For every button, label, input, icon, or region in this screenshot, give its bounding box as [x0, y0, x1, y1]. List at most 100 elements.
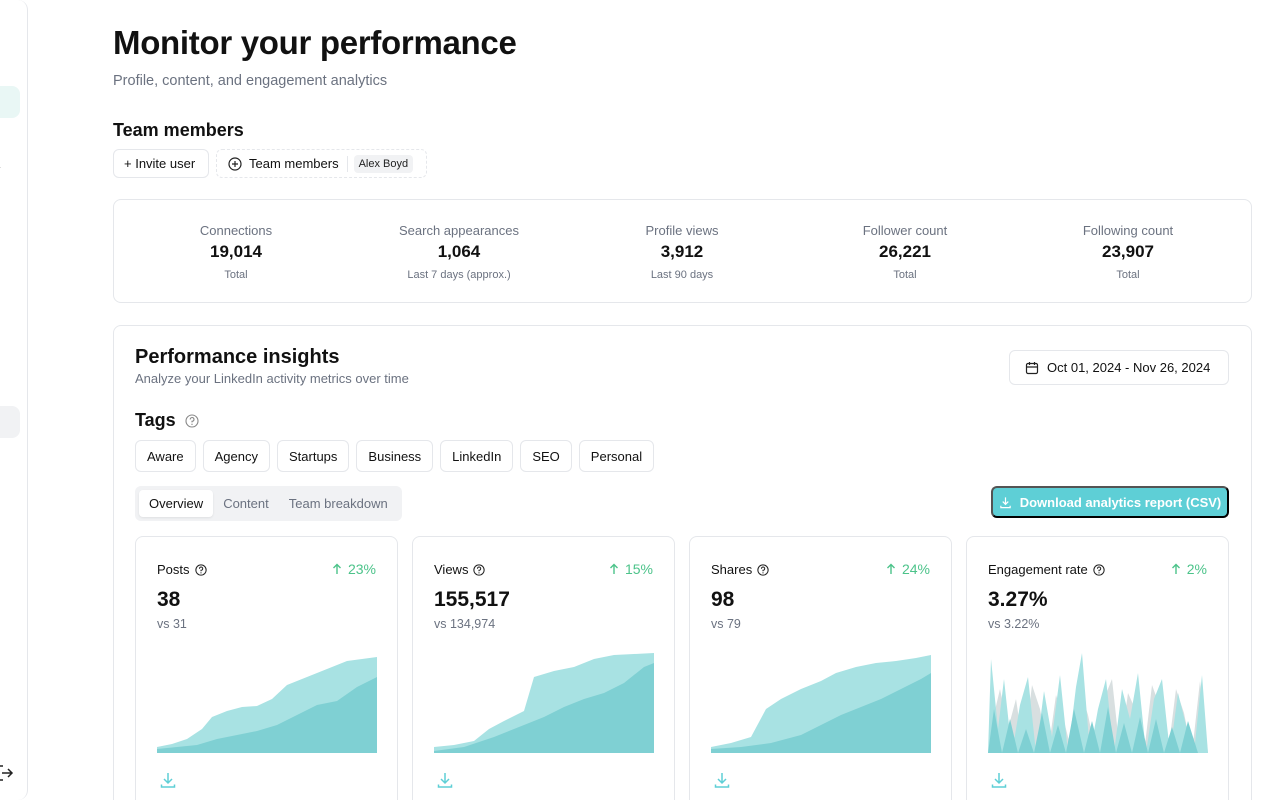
metric-value: 38: [157, 588, 181, 611]
download-icon[interactable]: [436, 771, 454, 789]
tag-personal[interactable]: Personal: [578, 440, 655, 472]
metric-compare: vs 31: [157, 617, 187, 631]
metric-label: Engagement rate: [988, 562, 1105, 577]
tag-agency[interactable]: Agency: [202, 440, 270, 472]
metric-label-text: Shares: [711, 562, 753, 577]
selected-member-chip: Alex Boyd: [353, 154, 414, 173]
metric-value: 98: [711, 588, 735, 611]
stat-value: 3,912: [660, 242, 704, 261]
stat-label: Profile views: [645, 223, 719, 238]
metric-delta: 2%: [1171, 561, 1207, 577]
metric-compare: vs 3.22%: [988, 617, 1040, 631]
sidebar-item-active[interactable]: [0, 86, 20, 118]
stat-label: Search appearances: [399, 223, 519, 238]
page-title: Monitor your performance: [113, 24, 517, 61]
stat-note: Total: [893, 269, 917, 281]
logout-icon[interactable]: [0, 763, 14, 783]
stat-profile-views: Profile views 3,912 Last 90 days: [572, 200, 792, 281]
stat-value: 1,064: [437, 242, 481, 261]
metric-value: 3.27%: [988, 588, 1048, 611]
metric-card-posts: Posts 23% 38 vs 31: [135, 536, 398, 800]
views-area-chart: [434, 653, 654, 753]
metric-label-text: Posts: [157, 562, 190, 577]
metric-label: Views: [434, 562, 486, 577]
metric-delta-value: 23%: [347, 561, 376, 577]
tag-seo[interactable]: SEO: [520, 440, 572, 472]
download-icon[interactable]: [713, 771, 731, 789]
download-icon[interactable]: [990, 771, 1008, 789]
page-subtitle: Profile, content, and engagement analyti…: [113, 73, 388, 89]
team-members-heading: Team members: [113, 120, 244, 140]
download-report-button[interactable]: Download analytics report (CSV): [991, 486, 1229, 518]
metric-card-engagement-rate: Engagement rate 2% 3.27% vs 3.22%: [966, 536, 1229, 800]
metric-label: Shares: [711, 562, 769, 577]
posts-area-chart: [157, 657, 377, 753]
stat-note: Total: [224, 269, 248, 281]
stat-value: 23,907: [1102, 242, 1154, 261]
tag-aware[interactable]: Aware: [135, 440, 196, 472]
stat-follower-count: Follower count 26,221 Total: [795, 200, 1015, 281]
arrow-up-icon: [886, 563, 895, 574]
plus-circle-icon: [228, 156, 242, 171]
metric-card-shares: Shares 24% 98 vs 79: [689, 536, 952, 800]
stat-search-appearances: Search appearances 1,064 Last 7 days (ap…: [349, 200, 569, 281]
tag-linkedin[interactable]: LinkedIn: [440, 440, 514, 472]
metric-label-text: Engagement rate: [988, 562, 1088, 577]
performance-insights-panel: Performance insights Analyze your Linked…: [113, 325, 1252, 800]
sidebar-item[interactable]: [0, 406, 20, 438]
metric-card-views: Views 15% 155,517 vs 134,974: [412, 536, 675, 800]
question-circle-icon[interactable]: [757, 563, 769, 576]
metric-delta: 15%: [609, 561, 653, 577]
metric-label-text: Views: [434, 562, 469, 577]
insights-subtitle: Analyze your LinkedIn activity metrics o…: [135, 371, 409, 386]
stat-label: Follower count: [862, 223, 948, 238]
metric-label: Posts: [157, 562, 207, 577]
stat-following-count: Following count 23,907 Total: [1018, 200, 1238, 281]
views-area-series-base: [434, 663, 654, 753]
metric-compare: vs 79: [711, 617, 741, 631]
insights-tabs: Overview Content Team breakdown: [135, 486, 402, 521]
metric-delta-value: 15%: [624, 561, 653, 577]
date-range-label: Oct 01, 2024 - Nov 26, 2024: [1047, 360, 1211, 375]
metric-delta: 24%: [886, 561, 930, 577]
stat-label: Following count: [1082, 223, 1174, 238]
stat-connections: Connections 19,014 Total: [126, 200, 346, 281]
stat-value: 19,014: [210, 242, 262, 261]
insights-title: Performance insights: [135, 346, 340, 368]
metric-compare: vs 134,974: [434, 617, 496, 631]
stat-note: Total: [1116, 269, 1140, 281]
team-members-filter[interactable]: Team members Alex Boyd: [216, 149, 427, 178]
stat-label: Connections: [199, 223, 273, 238]
download-icon[interactable]: [159, 771, 177, 789]
tab-team-breakdown[interactable]: Team breakdown: [288, 496, 388, 511]
arrow-up-icon: [332, 563, 341, 574]
stat-note: Last 7 days (approx.): [407, 269, 511, 281]
engagement-area-chart: [988, 653, 1208, 753]
question-circle-icon[interactable]: [1093, 563, 1105, 576]
arrow-up-icon: [609, 563, 618, 574]
question-circle-icon[interactable]: [473, 563, 486, 576]
tab-content[interactable]: Content: [223, 496, 269, 511]
stat-value: 26,221: [879, 242, 931, 261]
shares-area-chart: [711, 655, 931, 753]
metric-delta-value: 24%: [901, 561, 930, 577]
shares-area-series-base: [711, 673, 931, 753]
date-range-picker[interactable]: Oct 01, 2024 - Nov 26, 2024: [1009, 350, 1229, 385]
tag-business[interactable]: Business: [356, 440, 434, 472]
metric-delta-value: 2%: [1186, 561, 1207, 577]
filter-divider: [346, 155, 348, 172]
sidebar: [0, 0, 28, 800]
nav-arrow-icon[interactable]: [0, 160, 2, 170]
question-circle-icon[interactable]: [194, 563, 207, 576]
tag-list: Aware Agency Startups Business LinkedIn …: [135, 440, 655, 472]
download-report-label: Download analytics report (CSV): [1019, 494, 1222, 510]
engagement-area-series-dark: [988, 707, 1208, 753]
posts-area-series-base: [157, 677, 377, 753]
stat-note: Last 90 days: [650, 269, 714, 281]
invite-user-button[interactable]: + Invite user: [113, 149, 209, 178]
tag-startups[interactable]: Startups: [277, 440, 350, 472]
tab-overview[interactable]: Overview: [139, 490, 214, 517]
arrow-up-icon: [1171, 563, 1180, 574]
question-circle-icon[interactable]: [185, 413, 199, 428]
metric-delta: 23%: [332, 561, 376, 577]
